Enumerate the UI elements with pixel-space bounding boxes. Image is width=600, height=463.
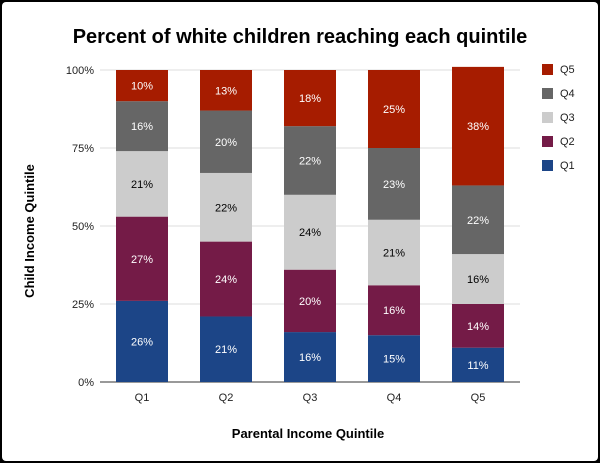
- data-label: 22%: [467, 215, 489, 227]
- bar-segment: [368, 148, 420, 220]
- data-label: 22%: [299, 155, 321, 167]
- bar-segment: [452, 66, 504, 186]
- legend-label: Q2: [560, 136, 575, 148]
- bar-segment: [200, 316, 252, 382]
- legend-swatch: [542, 136, 553, 147]
- bar-segment: [284, 194, 336, 270]
- legend: Q5 Q4 Q3 Q2 Q1: [542, 64, 575, 172]
- x-tick-label: Q4: [387, 392, 402, 404]
- y-tick-label: 50%: [72, 221, 94, 233]
- bar-segment: [116, 101, 168, 152]
- legend-label: Q3: [560, 112, 575, 124]
- x-tick-label: Q5: [471, 392, 486, 404]
- x-axis-title: Parental Income Quintile: [232, 426, 384, 441]
- legend-label: Q4: [560, 88, 575, 100]
- bar-segment: [452, 185, 504, 255]
- x-tick-label: Q2: [219, 392, 234, 404]
- data-label: 15%: [383, 354, 405, 366]
- y-tick-label: 0%: [78, 377, 94, 389]
- data-label: 23%: [383, 179, 405, 191]
- bar-segment: [284, 269, 336, 333]
- bar-segment: [116, 151, 168, 217]
- data-label: 22%: [215, 202, 237, 214]
- bar-segment: [368, 335, 420, 382]
- bar-segment: [452, 304, 504, 348]
- y-axis-ticks: 0% 25% 50% 75% 100%: [66, 65, 94, 389]
- data-label: 26%: [131, 336, 153, 348]
- y-tick-label: 75%: [72, 143, 94, 155]
- data-label: 20%: [299, 296, 321, 308]
- bar-segment: [452, 347, 504, 382]
- x-tick-label: Q3: [303, 392, 318, 404]
- bars: 26% 27% 21% 16% 10% 21% 24% 22% 20% 13% 16% 20% 24% 2…: [116, 66, 504, 382]
- y-axis-title: Child Income Quintile: [22, 164, 37, 298]
- data-label: 25%: [383, 104, 405, 116]
- legend-swatch: [542, 88, 553, 99]
- legend-swatch: [542, 112, 553, 123]
- data-label: 11%: [467, 360, 488, 372]
- data-label: 21%: [131, 179, 153, 191]
- data-label: 18%: [299, 93, 321, 105]
- bar-segment: [368, 285, 420, 336]
- legend-swatch: [542, 160, 553, 171]
- y-tick-label: 25%: [72, 299, 94, 311]
- y-tick-label: 100%: [66, 65, 94, 77]
- bar-segment: [452, 254, 504, 304]
- data-label: 21%: [383, 248, 405, 260]
- bar-segment: [200, 70, 252, 111]
- data-label: 10%: [131, 81, 153, 93]
- data-label: 13%: [215, 85, 237, 97]
- data-label: 24%: [299, 227, 321, 239]
- data-label: 16%: [467, 274, 489, 286]
- bar-segment: [200, 172, 252, 242]
- bar-segment: [116, 70, 168, 102]
- legend-swatch: [542, 64, 553, 75]
- bar-segment: [284, 332, 336, 382]
- data-label: 16%: [299, 352, 321, 364]
- bar-segment: [284, 70, 336, 127]
- data-label: 16%: [131, 121, 153, 133]
- data-label: 20%: [215, 137, 237, 149]
- data-label: 21%: [215, 344, 237, 356]
- data-label: 14%: [467, 321, 489, 333]
- bar-segment: [116, 216, 168, 301]
- bar-segment: [116, 300, 168, 382]
- chart-title: Percent of white children reaching each …: [73, 26, 528, 48]
- data-label: 27%: [131, 254, 153, 266]
- bar-segment: [368, 219, 420, 286]
- bar-segment: [284, 126, 336, 195]
- x-axis-ticks: Q1 Q2 Q3 Q4 Q5: [135, 392, 486, 404]
- bar-segment: [200, 241, 252, 317]
- bar-segment: [368, 70, 420, 148]
- legend-label: Q1: [560, 160, 575, 172]
- bar-segment: [200, 110, 252, 173]
- data-label: 16%: [383, 305, 405, 317]
- x-tick-label: Q1: [135, 392, 150, 404]
- legend-label: Q5: [560, 64, 575, 76]
- data-label: 24%: [215, 274, 237, 286]
- data-label: 38%: [467, 121, 489, 133]
